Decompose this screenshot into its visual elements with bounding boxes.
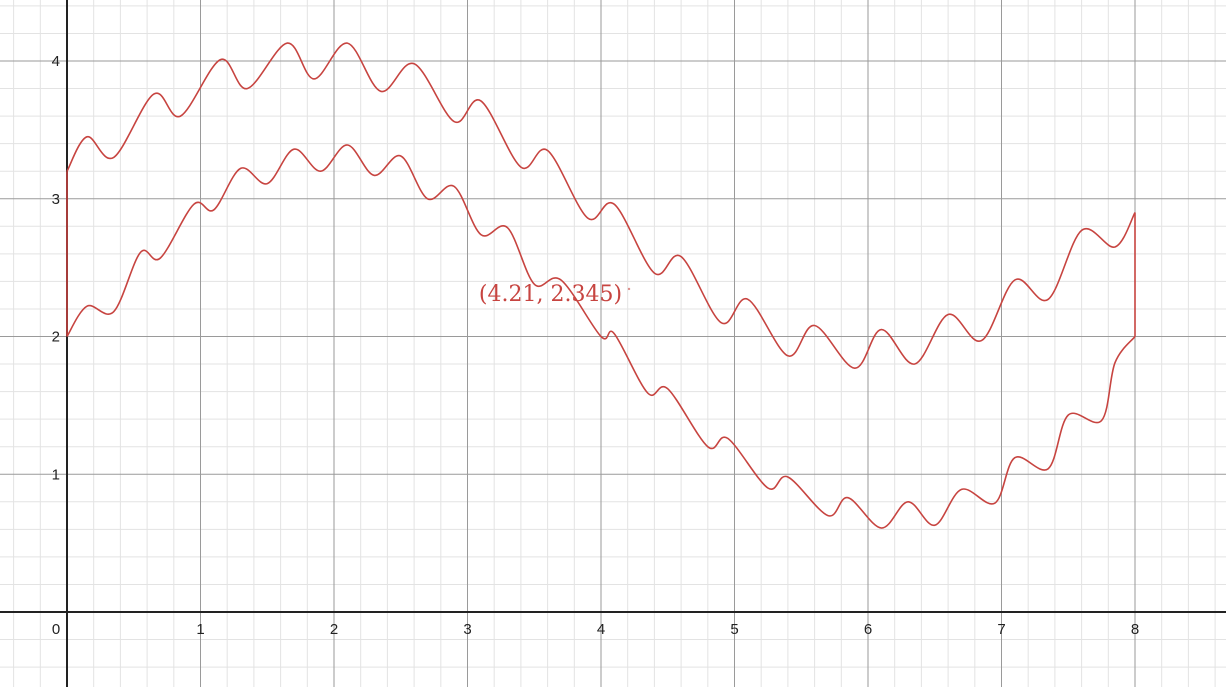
curves[interactable] (66, 42, 1136, 529)
series-2-curve[interactable] (66, 144, 1136, 529)
x-tick-label: 2 (330, 621, 338, 638)
x-tick-label: 0 (52, 621, 60, 638)
x-tick-label: 4 (597, 621, 605, 638)
point-marker[interactable] (627, 287, 631, 291)
x-tick-label: 8 (1131, 621, 1139, 638)
tick-labels: 0 1 2 3 4 5 6 7 8 1 2 3 4 (52, 53, 1140, 638)
y-tick-label: 2 (52, 329, 60, 346)
annotations: (4.21, 2.345) (479, 282, 631, 307)
y-tick-label: 3 (52, 191, 60, 208)
x-tick-label: 6 (864, 621, 872, 638)
x-tick-label: 7 (997, 621, 1005, 638)
series-1-curve[interactable] (66, 42, 1136, 370)
x-tick-label: 1 (196, 621, 204, 638)
y-tick-label: 4 (52, 53, 60, 70)
point-coordinate-label: (4.21, 2.345) (479, 282, 622, 307)
x-tick-label: 3 (463, 621, 471, 638)
y-tick-label: 1 (52, 466, 60, 483)
x-tick-label: 5 (730, 621, 738, 638)
